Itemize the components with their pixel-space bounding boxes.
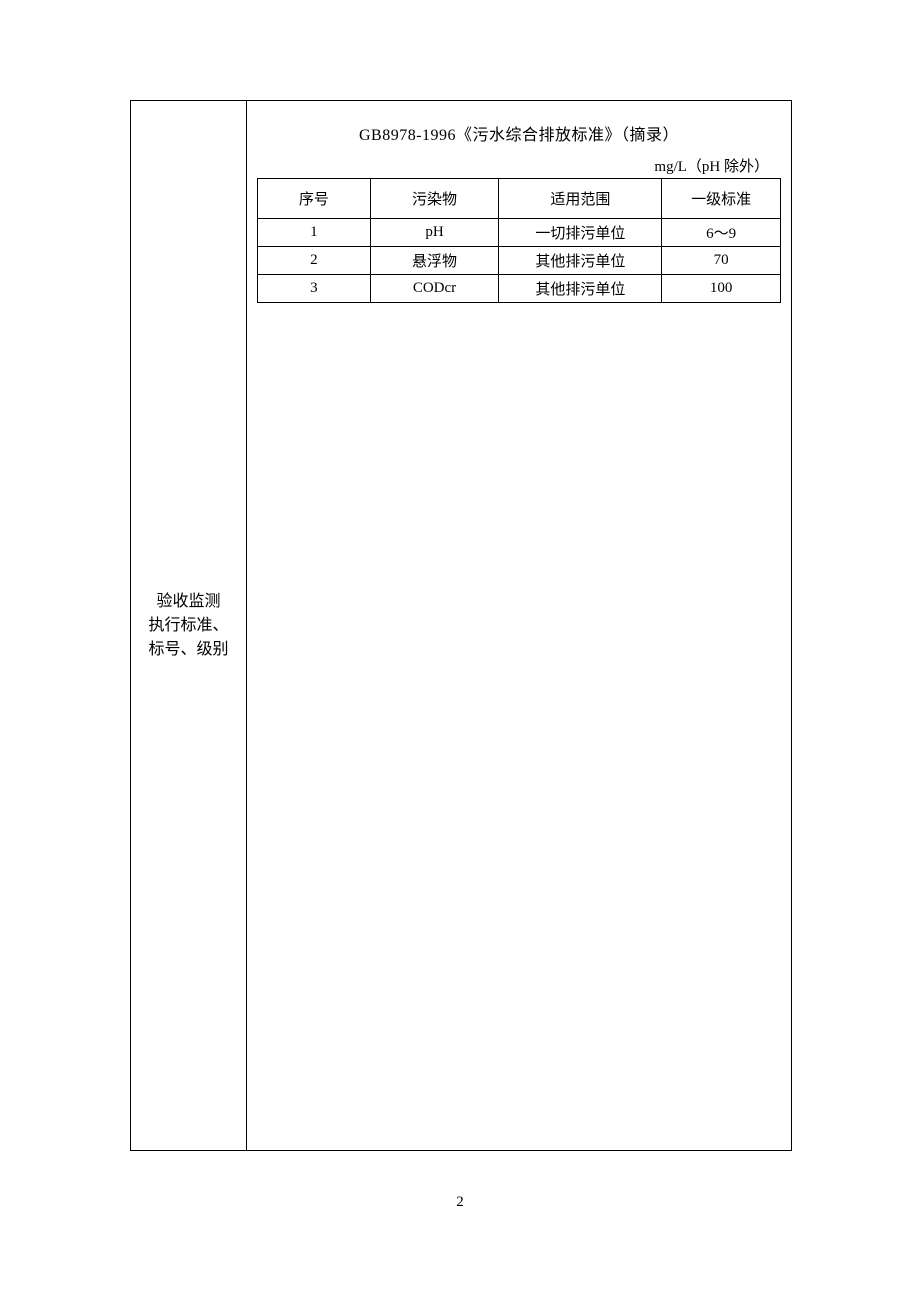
page-number: 2 (0, 1194, 920, 1211)
cell-standard: 100 (662, 275, 781, 303)
cell-pollutant: pH (370, 219, 499, 247)
table-header-row: 序号 污染物 适用范围 一级标准 (258, 179, 781, 219)
table-row: 2 悬浮物 其他排污单位 70 (258, 247, 781, 275)
cell-scope: 其他排污单位 (499, 275, 662, 303)
left-header-line1: 验收监测 (156, 593, 220, 610)
left-header-line2: 执行标准、 (148, 617, 228, 634)
header-seq: 序号 (258, 179, 371, 219)
cell-scope: 其他排污单位 (499, 247, 662, 275)
cell-standard: 6～9 (662, 219, 781, 247)
left-header-text: 验收监测 执行标准、 标号、级别 (148, 590, 228, 662)
header-scope: 适用范围 (499, 179, 662, 219)
left-header-line3: 标号、级别 (148, 641, 228, 658)
cell-pollutant: 悬浮物 (370, 247, 499, 275)
cell-pollutant: CODcr (370, 275, 499, 303)
content-title: GB8978-1996《污水综合排放标准》（摘录） (257, 121, 781, 145)
left-header-column: 验收监测 执行标准、 标号、级别 (131, 101, 247, 1150)
content-unit: mg/L（pH 除外） (257, 155, 781, 176)
cell-seq: 3 (258, 275, 371, 303)
main-table-frame: 验收监测 执行标准、 标号、级别 GB8978-1996《污水综合排放标准》（摘… (130, 100, 792, 1151)
header-standard: 一级标准 (662, 179, 781, 219)
standards-table: 序号 污染物 适用范围 一级标准 1 pH 一切排污单位 6～9 2 悬浮物 其… (257, 178, 781, 303)
cell-standard: 70 (662, 247, 781, 275)
right-content-column: GB8978-1996《污水综合排放标准》（摘录） mg/L（pH 除外） 序号… (247, 101, 791, 1150)
cell-seq: 2 (258, 247, 371, 275)
table-row: 1 pH 一切排污单位 6～9 (258, 219, 781, 247)
header-pollutant: 污染物 (370, 179, 499, 219)
table-row: 3 CODcr 其他排污单位 100 (258, 275, 781, 303)
cell-scope: 一切排污单位 (499, 219, 662, 247)
cell-seq: 1 (258, 219, 371, 247)
